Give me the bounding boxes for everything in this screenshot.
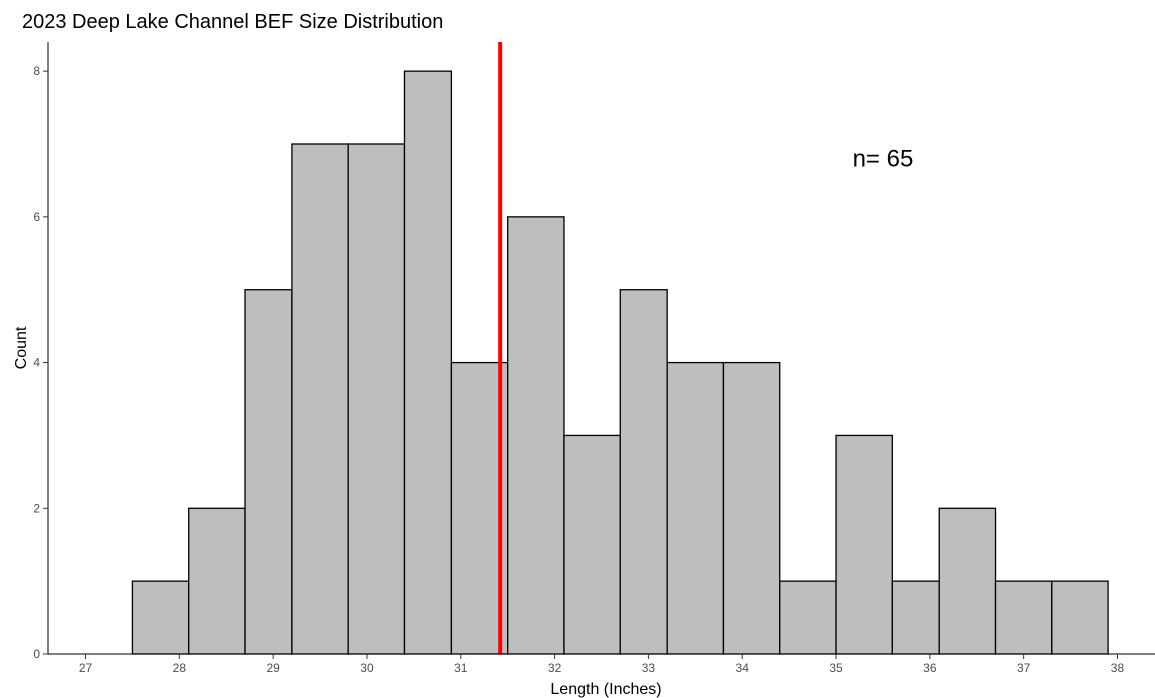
histogram-bar-11 [666,361,725,655]
histogram-bar-8 [507,216,565,655]
y-tick-label: 6 [33,210,40,224]
histogram-bar-12 [722,361,781,655]
sample-size-annotation: n= 65 [853,146,914,173]
histogram-bar-4 [291,143,349,655]
x-tick-label: 31 [454,661,468,675]
x-axis-title: Length (Inches) [550,681,661,698]
x-tick-label: 33 [642,661,656,675]
histogram-bar-2 [188,507,246,655]
x-ticks-group: 27 28 29 30 31 32 33 34 35 36 37 38 [79,654,1125,675]
histogram-bar-14 [835,434,893,655]
x-tick-label: 37 [1017,661,1031,675]
histogram-bar-3 [244,289,293,655]
x-tick-label: 30 [360,661,374,675]
y-tick-label: 2 [33,501,40,515]
histogram-bar-13 [779,580,837,655]
x-tick-label: 27 [79,661,93,675]
y-tick-label: 8 [33,64,40,78]
bars-group [131,70,1109,655]
histogram-bar-17 [994,580,1053,655]
axes-group [47,42,1155,655]
y-ticks-group: 0 2 4 6 8 [33,64,48,661]
histogram-bar-1 [131,580,190,655]
histogram-bar-10 [619,289,668,655]
histogram-bar-9 [563,434,621,655]
histogram-bar-6 [403,70,453,655]
x-tick-label: 32 [548,661,562,675]
x-tick-label: 36 [923,661,937,675]
y-axis-title: Count [13,326,30,369]
histogram-bar-18 [1051,580,1109,655]
y-tick-label: 4 [33,356,40,370]
chart-title: 2023 Deep Lake Channel BEF Size Distribu… [22,11,443,33]
x-tick-label: 29 [266,661,280,675]
y-tick-label: 0 [33,647,40,661]
histogram-bar-5 [347,143,406,655]
histogram-bar-16 [938,507,997,655]
x-tick-label: 38 [1111,661,1125,675]
x-tick-label: 35 [829,661,843,675]
histogram-bar-15 [891,580,940,655]
x-tick-label: 28 [173,661,187,675]
x-tick-label: 34 [736,661,750,675]
